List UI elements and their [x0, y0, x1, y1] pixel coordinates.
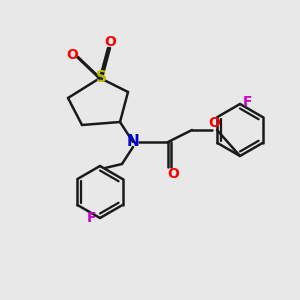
Text: F: F	[242, 95, 252, 109]
Text: O: O	[66, 48, 78, 62]
Text: F: F	[86, 211, 96, 225]
Text: N: N	[127, 134, 140, 149]
Text: S: S	[95, 70, 106, 86]
Text: O: O	[104, 35, 116, 49]
Text: O: O	[208, 116, 220, 130]
Text: O: O	[167, 167, 179, 181]
